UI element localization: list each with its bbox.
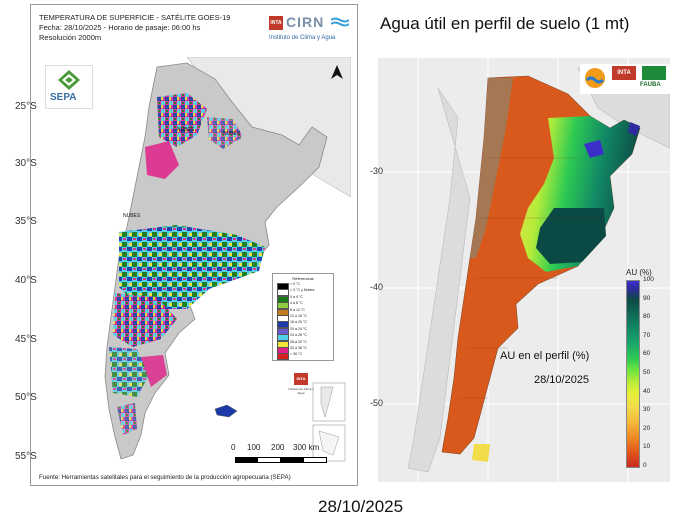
colorbar-tick: 40	[643, 387, 651, 395]
header-title: TEMPERATURA DE SUPERFICIE - SATÉLITE GOE…	[39, 13, 231, 22]
legend-item: > 36 °C	[277, 352, 331, 361]
legend-label: 16 a 20 °C	[290, 320, 308, 325]
legend-label: 32 a 36 °C	[290, 346, 308, 350]
lat-label-35s: 35°S	[15, 216, 37, 227]
wave-icon	[331, 17, 349, 27]
bottom-date: 28/10/2025	[318, 497, 404, 516]
colorbar-tick: 50	[643, 369, 651, 376]
lat-label-50s: 50°S	[15, 392, 37, 403]
source-footer: Fuente: Herramientas satelitales para el…	[39, 474, 291, 481]
cirn-subtitle: Instituto de Clima y Agua	[269, 35, 336, 41]
temperature-legend: Referencias > 0 °C < 0 °C y Nubes 0 a 4 °C…	[272, 273, 334, 361]
legend-item: 32 a 36 °C	[277, 346, 331, 354]
soil-water-map-svg	[378, 58, 670, 482]
surface-temperature-panel: TEMPERATURA DE SUPERFICIE - SATÉLITE GOE…	[15, 4, 358, 486]
leaf-icon	[58, 70, 80, 90]
lat-label-40s: 40°S	[15, 275, 37, 286]
right-logos: INTA FAUBA	[580, 64, 672, 94]
cloud-label: NUBES	[223, 131, 241, 137]
lat-label-minus50: -50	[370, 398, 384, 408]
inta-badge: INTA	[269, 16, 283, 30]
colorbar-tick: 70	[643, 331, 651, 339]
legend-item: 0 a 4 °C	[277, 294, 331, 303]
right-title: Agua útil en perfil de suelo (1 mt)	[380, 14, 630, 33]
scale-tick: 0	[231, 443, 236, 452]
header-date: Fecha: 28/10/2025 - Horario de pasaje: 0…	[39, 23, 201, 32]
colorbar-tick: 90	[643, 294, 651, 302]
soil-water-colorbar	[626, 280, 640, 468]
fauba-logo: FAUBA	[640, 82, 661, 88]
legend-label: 20 a 24 °C	[290, 326, 308, 331]
legend-label: > 36 °C	[290, 352, 303, 357]
scale-tick: 100	[247, 443, 261, 452]
lat-label-minus40: -40	[370, 282, 384, 292]
lat-label-55s: 55°S	[15, 451, 37, 462]
cirn-name: CIRN	[286, 14, 325, 30]
legend-label: 28 a 32 °C	[290, 339, 308, 344]
lat-label-30s: 30°S	[15, 158, 37, 169]
colorbar-tick: 0	[643, 462, 647, 469]
inta-small-caption: Instituto de Clima y Agua	[288, 387, 314, 395]
cirn-logo: INTA CIRN Instituto de Clima y Agua	[269, 13, 353, 47]
legend-label: 0 a 4 °C	[290, 294, 304, 299]
left-map: 25°S 30°S 35°S 40°S 45°S 50°S 55°S NUBES…	[15, 57, 351, 471]
header-resolution: Resolución 2000m	[39, 33, 102, 42]
legend-item: < 0 °C y Nubes	[277, 288, 331, 297]
inta-logo: INTA	[612, 66, 636, 80]
inta-small-badge: INTA	[294, 373, 308, 385]
colorbar-tick: 30	[643, 406, 651, 414]
cloud-label: NUBES	[177, 127, 195, 133]
colorbar-tick: 100	[643, 276, 654, 283]
colorbar-tick: 60	[643, 350, 651, 358]
colorbar-tick: 20	[643, 424, 651, 432]
sepa-text: SEPA	[50, 92, 77, 103]
fauba-emblem	[642, 66, 666, 80]
clima-agua-icon	[585, 68, 605, 88]
legend-label: 12 a 16 °C	[290, 314, 308, 318]
scale-tick: 300 km	[293, 443, 320, 452]
left-map-svg	[37, 57, 351, 471]
legend-swatch	[277, 353, 289, 361]
legend-label: > 0 °C	[290, 282, 301, 286]
scale-tick: 200	[271, 443, 285, 452]
soil-water-map: -30 -40 -50	[370, 58, 670, 482]
legend-label: 4 a 8 °C	[290, 301, 304, 306]
lat-label-45s: 45°S	[15, 334, 37, 345]
legend-label: 8 a 12 °C	[290, 307, 306, 312]
annotation-date: 28/10/2025	[534, 374, 590, 386]
scale-bar: 0 100 200 300 km	[231, 443, 331, 469]
lat-label-25s: 25°S	[15, 101, 37, 112]
colorbar-tick: 80	[643, 313, 651, 321]
legend-label: < 0 °C y Nubes	[290, 288, 315, 293]
colorbar-title: AU (%)	[626, 268, 652, 277]
inta-small-logo: INTA Instituto de Clima y Agua	[287, 373, 315, 399]
lat-label-minus30: -30	[370, 166, 384, 176]
annotation-label: AU en el perfil (%)	[500, 350, 590, 362]
colorbar-tick: 10	[643, 443, 651, 451]
scale-bar-line	[235, 457, 327, 463]
sepa-logo: SEPA	[45, 65, 93, 109]
cloud-label: NUBES	[123, 213, 141, 219]
legend-title: Referencias	[292, 276, 314, 281]
legend-label: 24 a 28 °C	[290, 333, 308, 338]
